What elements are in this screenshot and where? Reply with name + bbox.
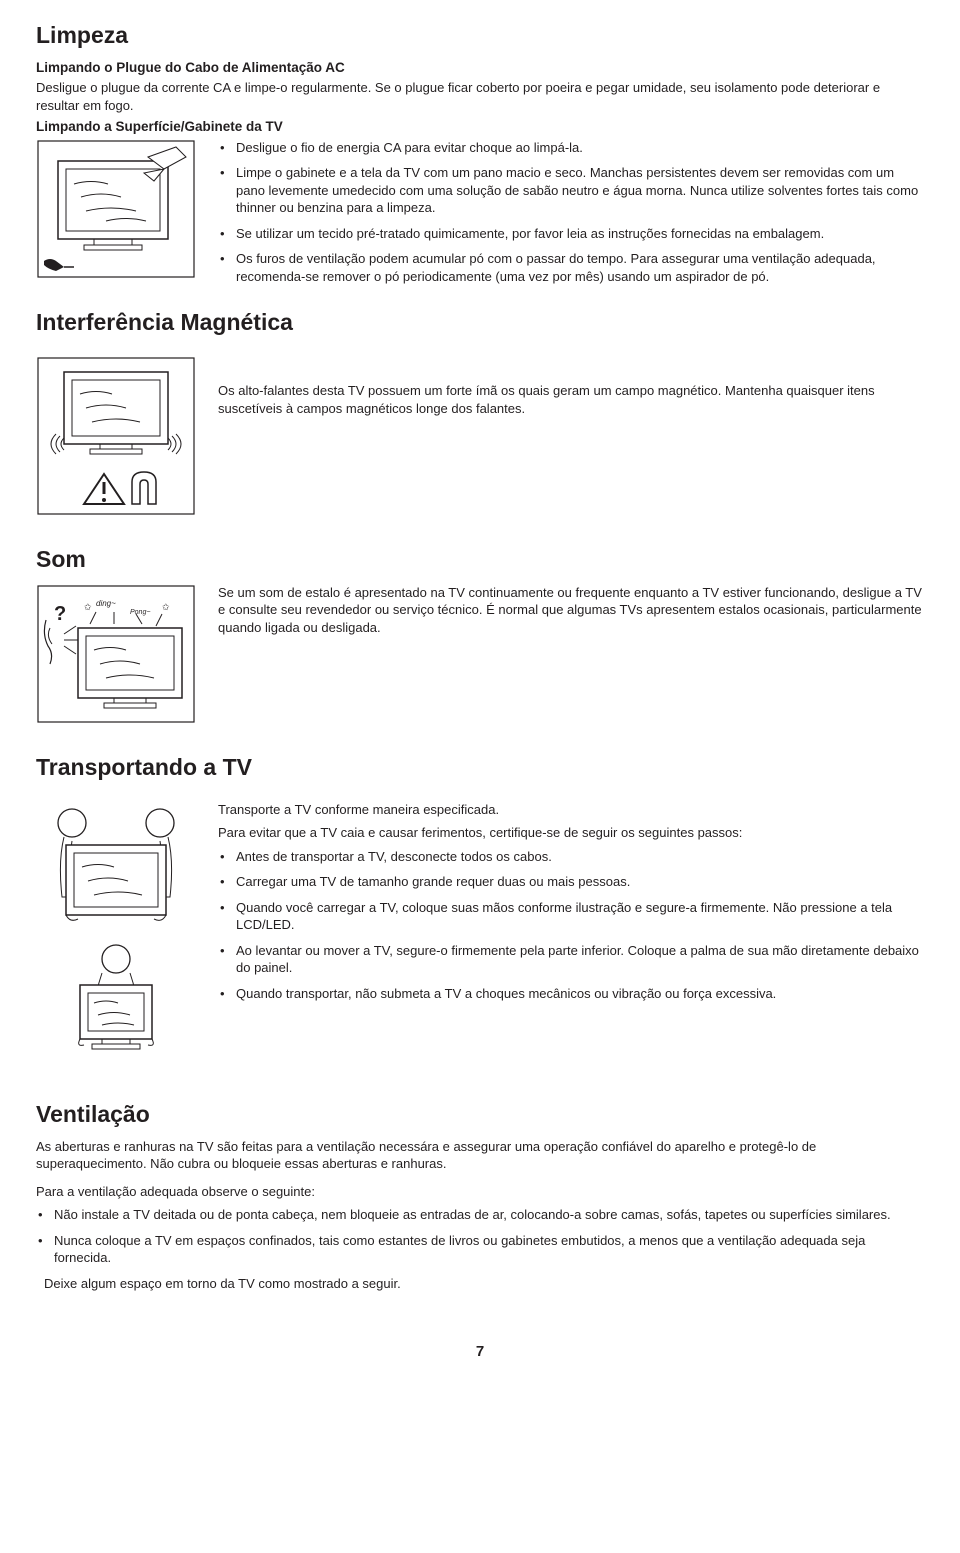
ventilacao-bullets: Não instale a TV deitada ou de ponta cab…: [36, 1206, 924, 1267]
ventilacao-title: Ventilação: [36, 1099, 924, 1130]
svg-text:✩: ✩: [162, 602, 170, 612]
interferencia-title: Interferência Magnética: [36, 307, 924, 338]
svg-text:Pong~: Pong~: [130, 609, 150, 616]
cleaning-tv-icon: [36, 139, 196, 279]
magnetic-tv-icon: [36, 356, 196, 516]
sound-tv-icon: ? ✩ ding~ Pong~ ✩: [36, 584, 196, 724]
som-title: Som: [36, 544, 924, 575]
transportando-bullet: Quando transportar, não submeta a TV a c…: [218, 985, 924, 1003]
interferencia-text: Os alto-falantes desta TV possuem um for…: [218, 382, 924, 417]
transportando-intro2: Para evitar que a TV caia e causar ferim…: [218, 824, 924, 842]
limpeza-title: Limpeza: [36, 20, 924, 51]
ventilacao-bullet: Nunca coloque a TV em espaços confinados…: [36, 1232, 924, 1267]
limpeza-bullet: Desligue o fio de energia CA para evitar…: [218, 139, 924, 157]
ventilacao-p3: Deixe algum espaço em torno da TV como m…: [44, 1275, 924, 1293]
transportando-bullet: Carregar uma TV de tamanho grande requer…: [218, 873, 924, 891]
transportando-bullets: Antes de transportar a TV, desconecte to…: [218, 848, 924, 1003]
som-text: Se um som de estalo é apresentado na TV …: [218, 584, 924, 637]
page-number: 7: [36, 1342, 924, 1362]
limpeza-bullet: Limpe o gabinete e a tela da TV com um p…: [218, 164, 924, 217]
carrying-tv-icon: [36, 801, 196, 1071]
limpeza-sub1-text: Desligue o plugue da corrente CA e limpe…: [36, 79, 924, 114]
limpeza-sub1-title: Limpando o Plugue do Cabo de Alimentação…: [36, 59, 924, 77]
limpeza-bullet: Se utilizar um tecido pré-tratado quimic…: [218, 225, 924, 243]
svg-text:?: ?: [54, 603, 66, 625]
ventilacao-p1: As aberturas e ranhuras na TV são feitas…: [36, 1138, 924, 1173]
svg-text:✩: ✩: [84, 602, 92, 612]
limpeza-bullets: Desligue o fio de energia CA para evitar…: [218, 139, 924, 286]
ventilacao-bullet: Não instale a TV deitada ou de ponta cab…: [36, 1206, 924, 1224]
transportando-bullet: Ao levantar ou mover a TV, segure-o firm…: [218, 942, 924, 977]
limpeza-bullet: Os furos de ventilação podem acumular pó…: [218, 250, 924, 285]
transportando-bullet: Quando você carregar a TV, coloque suas …: [218, 899, 924, 934]
transportando-bullet: Antes de transportar a TV, desconecte to…: [218, 848, 924, 866]
svg-text:ding~: ding~: [96, 599, 116, 608]
transportando-intro1: Transporte a TV conforme maneira especif…: [218, 801, 924, 819]
ventilacao-p2: Para a ventilação adequada observe o seg…: [36, 1183, 924, 1201]
transportando-title: Transportando a TV: [36, 752, 924, 783]
limpeza-sub2-title: Limpando a Superfície/Gabinete da TV: [36, 118, 924, 136]
